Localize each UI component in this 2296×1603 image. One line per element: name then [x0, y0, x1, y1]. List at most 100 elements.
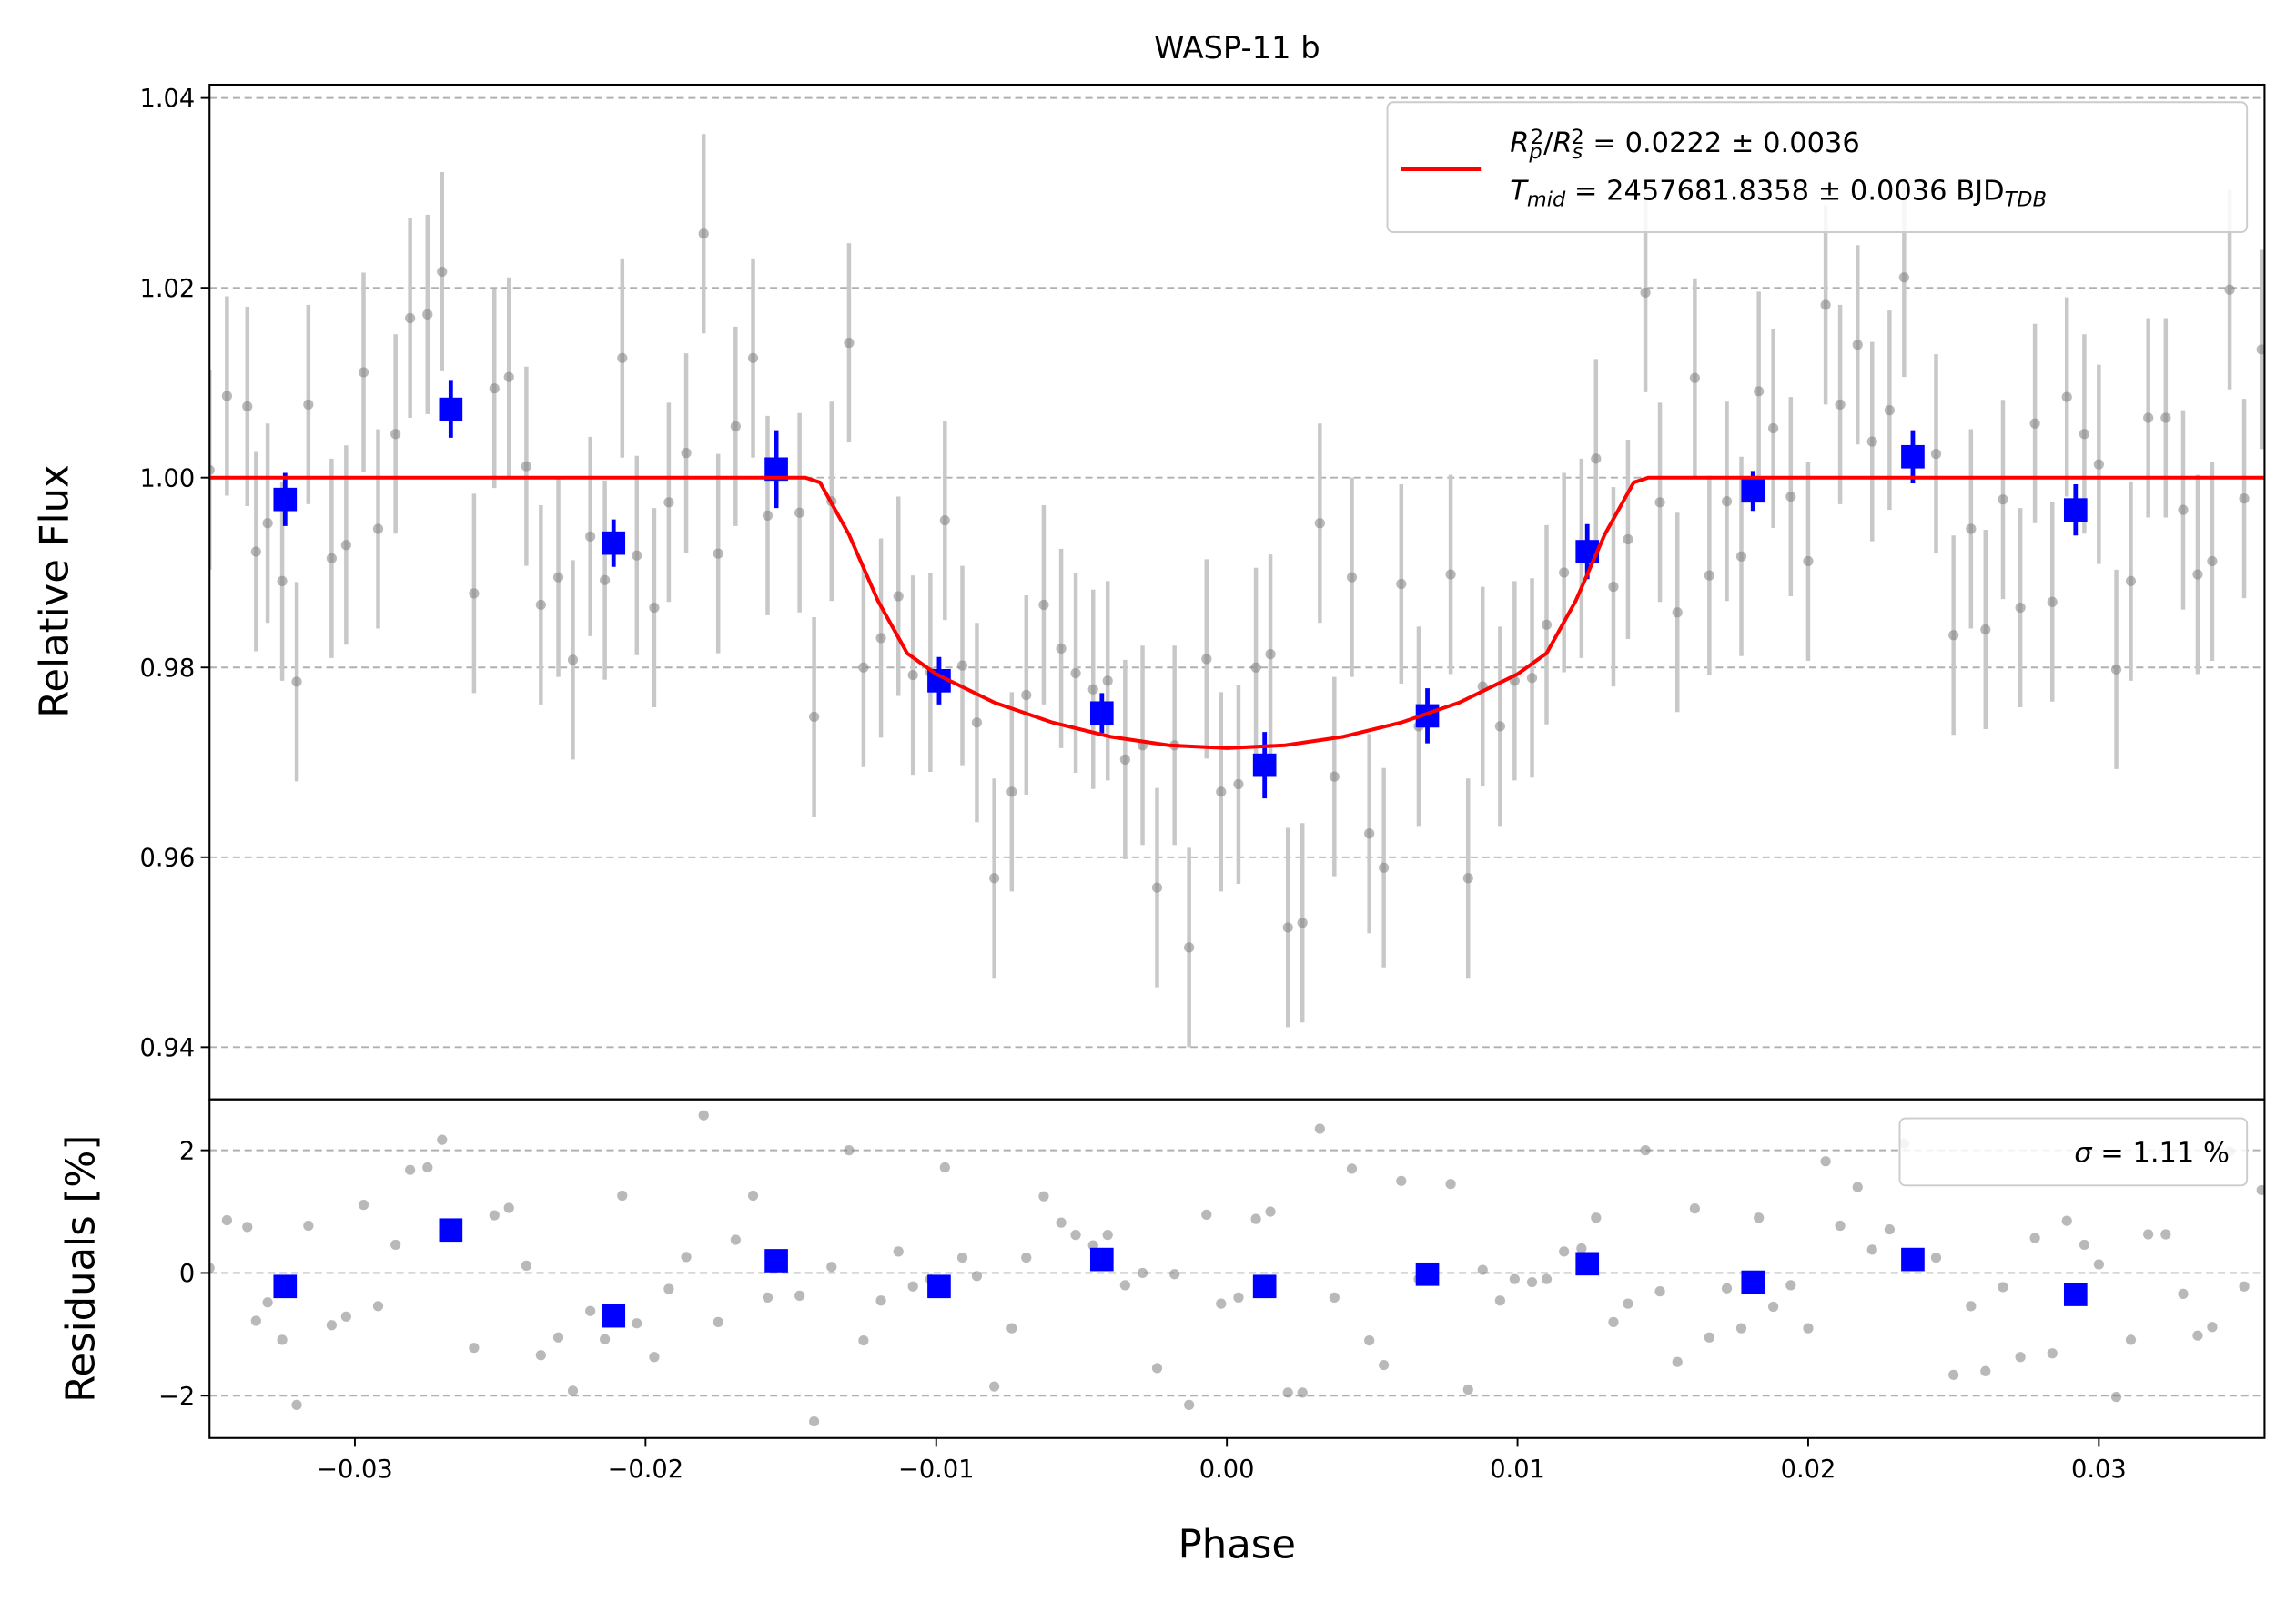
data-point — [1654, 497, 1665, 508]
data-point — [1948, 1369, 1959, 1380]
data-point — [632, 1318, 642, 1329]
data-point — [1623, 1298, 1633, 1309]
data-point — [1329, 771, 1340, 782]
data-point — [1654, 1286, 1665, 1297]
data-point — [762, 1292, 774, 1304]
data-point — [262, 1297, 273, 1308]
binned-point — [1252, 753, 1277, 777]
binned-point — [764, 1249, 788, 1273]
data-point — [1835, 399, 1846, 411]
data-point — [1852, 340, 1863, 350]
data-point — [291, 1399, 302, 1410]
data-point — [1754, 1212, 1765, 1223]
binned-point — [1575, 1252, 1600, 1276]
data-point — [1884, 405, 1896, 416]
data-point — [1379, 1359, 1390, 1371]
x-axis-label: Phase — [1178, 1522, 1296, 1567]
data-point — [1119, 1280, 1130, 1291]
data-point — [713, 1316, 723, 1327]
data-point — [390, 1239, 401, 1251]
data-point — [1006, 1323, 1017, 1334]
data-point — [1966, 1301, 1977, 1312]
data-point — [875, 633, 886, 644]
residual-panel — [209, 1110, 2265, 1427]
data-point — [649, 1352, 660, 1363]
data-point — [242, 401, 253, 412]
data-point — [713, 548, 723, 559]
data-point — [1494, 1295, 1506, 1306]
y-tick-label: 1.04 — [140, 85, 196, 113]
data-point — [1785, 1280, 1796, 1291]
data-point — [221, 1214, 233, 1226]
data-point — [1768, 1301, 1779, 1313]
data-point — [1364, 1334, 1375, 1346]
y-tick-label: 1.00 — [140, 464, 196, 492]
data-point — [326, 553, 338, 563]
data-point — [1201, 654, 1212, 665]
binned-point — [927, 1274, 951, 1299]
data-point — [291, 676, 302, 687]
data-point — [503, 1202, 514, 1213]
data-point — [2239, 1281, 2250, 1292]
legend-box — [1386, 101, 2249, 233]
data-point — [971, 717, 983, 728]
data-point — [1021, 689, 1032, 701]
data-point — [1297, 1387, 1308, 1398]
data-point — [2143, 412, 2154, 423]
data-point — [567, 1385, 579, 1396]
data-point — [663, 497, 674, 508]
data-point — [1948, 630, 1959, 641]
data-point — [489, 1210, 500, 1221]
data-point — [1169, 1269, 1180, 1280]
data-point — [1866, 436, 1877, 447]
data-point — [2061, 1215, 2072, 1226]
x-tick-label: 0.02 — [1781, 1456, 1836, 1484]
data-point — [632, 550, 642, 561]
data-point — [989, 873, 1000, 884]
data-point — [250, 1315, 261, 1326]
data-point — [262, 518, 273, 529]
data-point — [1526, 673, 1538, 684]
data-point — [826, 1262, 837, 1273]
y-tick-label: 0 — [179, 1260, 195, 1288]
data-point — [1314, 518, 1325, 529]
data-point — [2207, 1322, 2218, 1333]
data-point — [1282, 1387, 1293, 1398]
legend-text-part: s — [1573, 139, 1583, 163]
data-point — [1329, 1292, 1340, 1304]
data-point — [1608, 582, 1619, 593]
legend-text-part: σ — [2074, 1138, 2093, 1170]
data-point — [503, 371, 514, 382]
overlay: 0.94 0.96 0.98 1.00 1.02 1.04 −2 0 2 −0.03 −0.02 −0… — [140, 83, 2266, 1484]
legend-label: σ = 1.11 % — [2074, 1138, 2230, 1170]
data-point — [1541, 619, 1553, 630]
data-point — [1462, 1384, 1473, 1395]
data-point — [858, 662, 869, 673]
data-point — [1704, 1332, 1714, 1343]
data-point — [1314, 1123, 1325, 1134]
data-point — [303, 399, 314, 411]
binned-point — [439, 397, 463, 421]
legend-text-part: = 0.0222 ± 0.0036 — [1584, 127, 1860, 159]
data-point — [521, 1260, 532, 1271]
data-point — [422, 309, 433, 320]
data-point — [1216, 786, 1227, 797]
data-point — [1852, 1182, 1863, 1192]
data-point — [1364, 828, 1375, 839]
legend-text-part: T — [1510, 176, 1529, 208]
y-tick-label: 0.96 — [140, 844, 196, 872]
data-point — [1608, 1316, 1619, 1327]
data-point — [2207, 555, 2218, 567]
data-point — [1184, 942, 1195, 953]
binned-point — [1252, 1274, 1277, 1299]
legend-text-part: R — [1510, 127, 1529, 159]
data-point — [1297, 918, 1308, 928]
data-point — [1184, 1399, 1195, 1410]
data-point — [422, 1162, 433, 1173]
binned-point — [2063, 498, 2088, 522]
data-point — [762, 510, 774, 522]
data-point — [1038, 599, 1049, 611]
data-point — [1898, 272, 1909, 283]
binned-point — [602, 1304, 626, 1328]
